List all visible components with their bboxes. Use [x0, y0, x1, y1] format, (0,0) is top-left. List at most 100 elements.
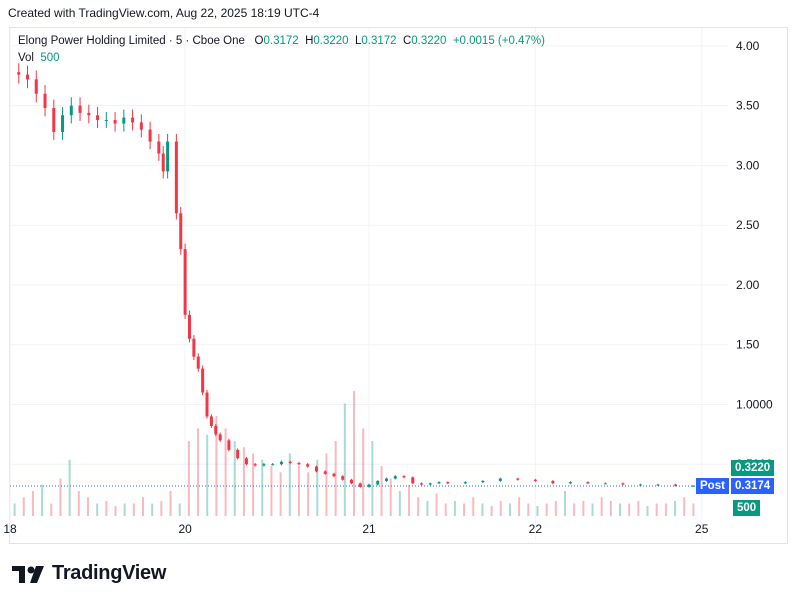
candle-body [52, 108, 56, 132]
volume-bar [151, 503, 154, 516]
volume-bar [389, 478, 392, 516]
last-price-badge: 0.3220 [731, 460, 775, 476]
candle-body [358, 483, 362, 487]
volume-bar [380, 466, 383, 516]
candle-body [227, 440, 231, 450]
volume-bar [692, 503, 695, 516]
volume-label[interactable]: Vol [18, 52, 34, 64]
volume-bar [197, 428, 200, 516]
volume-bar [178, 503, 181, 516]
candle-body [244, 458, 248, 465]
volume-bar [50, 503, 53, 516]
volume-bar [664, 503, 667, 516]
candle-body [420, 483, 424, 485]
candle-body [183, 249, 187, 315]
volume-bar [619, 503, 622, 516]
candle-body [586, 482, 590, 484]
x-tick-label: 22 [529, 522, 543, 536]
candle-body [196, 356, 200, 369]
volume-bar [114, 506, 117, 516]
created-with-text: Created with TradingView.com, Aug 22, 20… [8, 6, 320, 20]
post-label-badge: Post [696, 478, 729, 494]
y-tick-label: 3.50 [736, 99, 760, 113]
candle-body [367, 484, 371, 487]
change-value: +0.0015 (+0.47%) [452, 35, 545, 47]
candle-body [236, 449, 240, 459]
candle-body [516, 478, 520, 480]
post-price-badge: 0.3174 [731, 478, 775, 494]
volume-bar [206, 434, 209, 516]
high-label: H [305, 35, 314, 47]
close-value: 0.3220 [411, 35, 447, 47]
candle-body [314, 466, 318, 472]
volume-bar [435, 493, 438, 516]
volume-bar [508, 503, 511, 516]
volume-bar [233, 441, 236, 516]
candle-body [306, 464, 310, 467]
candle-body [603, 483, 607, 485]
low-label: L [354, 35, 362, 47]
candle-body [341, 476, 345, 480]
volume-bar [554, 501, 557, 516]
candle-body [428, 483, 432, 485]
volume-bar [59, 478, 62, 516]
volume-bar [316, 459, 319, 516]
x-tick-label: 18 [3, 522, 17, 536]
candle-body [218, 434, 222, 441]
candle-body [551, 480, 555, 484]
y-tick-label: 2.00 [736, 278, 760, 292]
volume-bar [600, 497, 603, 516]
candle-body [192, 338, 196, 357]
symbol-title[interactable]: Elong Power Holding Limited · 5 · Cboe O… [18, 35, 245, 47]
y-tick-label: 4.00 [736, 39, 760, 53]
y-tick-label: 2.50 [736, 218, 760, 232]
candle-body [104, 120, 108, 122]
volume-bar [426, 501, 429, 516]
volume-bar [132, 503, 135, 516]
volume-bar [224, 428, 227, 516]
volume-bar [13, 503, 16, 516]
volume-bar [481, 503, 484, 516]
volume-bar [123, 503, 126, 516]
volume-bar [68, 459, 71, 516]
candle-body [253, 464, 257, 466]
candle-body [691, 485, 695, 487]
tradingview-brand-text: TradingView [52, 562, 167, 584]
x-tick-label: 25 [695, 522, 709, 536]
candle-body [179, 213, 183, 250]
volume-bar [499, 501, 502, 516]
candle-body [673, 484, 677, 486]
volume-bar [353, 391, 355, 516]
candle-body [385, 478, 389, 481]
candle-body [411, 477, 415, 484]
volume-bar [307, 472, 310, 516]
volume-bar [490, 506, 493, 516]
candle-body [96, 115, 100, 121]
candle-body [481, 480, 485, 483]
low-value: 0.3172 [361, 35, 397, 47]
candle-body [122, 117, 126, 124]
volume-bar [527, 503, 530, 516]
y-tick-label: 3.00 [736, 158, 760, 172]
candle-body [205, 392, 209, 417]
volume-bar [288, 453, 291, 516]
volume-badge: 500 [733, 500, 761, 516]
candle-body [262, 464, 266, 466]
tradingview-logo-icon [12, 565, 44, 583]
volume-bar [453, 501, 456, 516]
candle-body [279, 461, 283, 465]
volume-bar [252, 453, 255, 516]
candle-body [638, 484, 642, 486]
candle-body [139, 122, 143, 130]
volume-bar [242, 447, 245, 516]
volume-bar [105, 501, 108, 516]
open-label: O [254, 35, 264, 47]
volume-bar [334, 441, 337, 516]
candle-body [498, 478, 502, 481]
volume-bar [279, 472, 282, 516]
volume-bar [545, 503, 548, 516]
volume-bar [160, 501, 163, 516]
volume-value: 500 [40, 52, 60, 64]
candle-body [463, 482, 467, 484]
